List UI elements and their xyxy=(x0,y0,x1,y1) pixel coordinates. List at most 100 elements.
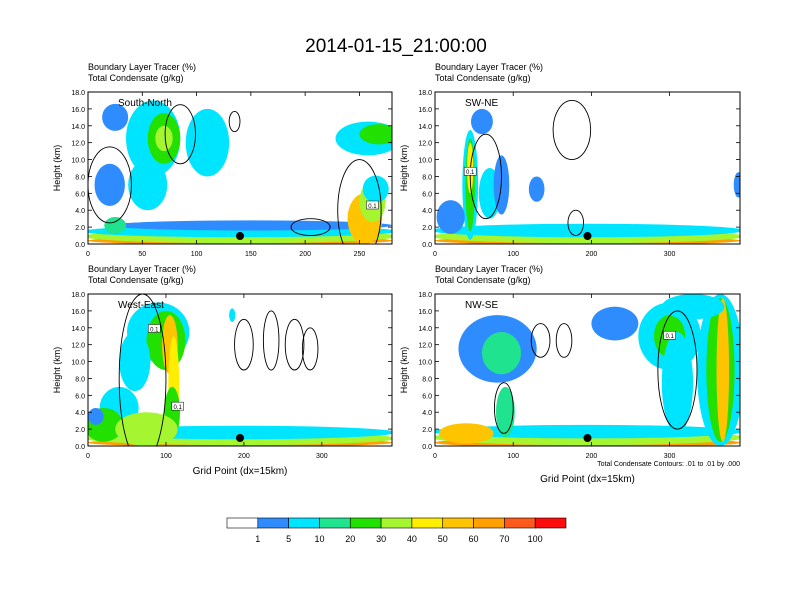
colorbar-label: 1 xyxy=(255,534,260,544)
x-tick-label: 0 xyxy=(86,453,90,460)
y-axis-label: Height (km) xyxy=(399,145,409,192)
plot-content: 0.1 0.1 xyxy=(88,294,392,446)
tracer-region xyxy=(362,175,389,203)
tracer-region xyxy=(229,308,236,322)
y-tick-label: 16.0 xyxy=(71,107,85,114)
x-tick-label: 0 xyxy=(433,453,437,460)
contour-label-box xyxy=(366,200,379,210)
tracer-region xyxy=(155,125,173,152)
condensate-contour xyxy=(118,294,167,446)
x-tick-label: 200 xyxy=(299,251,311,258)
condensate-contour xyxy=(657,310,698,430)
y-tick-label: 18.0 xyxy=(418,90,432,97)
contour-label: 0.1 xyxy=(368,204,377,210)
y-tick-label: 8.0 xyxy=(75,376,85,383)
condensate-contour xyxy=(262,310,280,371)
y-axis-label: Height (km) xyxy=(52,347,62,394)
contour-label: 0.1 xyxy=(665,334,674,340)
condensate-contour xyxy=(284,318,305,371)
tracer-region xyxy=(438,423,494,444)
colorbar-swatch xyxy=(534,517,567,529)
panel-header-condensate: Total Condensate (g/kg) xyxy=(435,275,531,285)
x-tick-label: 100 xyxy=(507,453,519,460)
plot-frame xyxy=(87,293,393,447)
y-tick-label: 18.0 xyxy=(418,292,432,299)
x-tick-label: 300 xyxy=(316,453,328,460)
contour-label: 0.1 xyxy=(173,405,182,411)
y-tick-label: 16.0 xyxy=(418,107,432,114)
contour-label-box xyxy=(148,324,161,333)
contour-label: 0.1 xyxy=(466,170,475,176)
colorbar-label: 70 xyxy=(499,534,509,544)
cross-section-label: South-North xyxy=(118,98,172,109)
y-tick-label: 4.0 xyxy=(422,208,432,215)
colorbar-swatch xyxy=(442,517,474,529)
x-tick-label: 300 xyxy=(664,251,676,258)
panel-south-north: Boundary Layer Tracer (%)Total Condensat… xyxy=(52,62,393,258)
y-tick-label: 18.0 xyxy=(71,292,85,299)
x-tick-label: 200 xyxy=(586,453,598,460)
colorbar-label: 30 xyxy=(376,534,386,544)
x-tick-label: 50 xyxy=(138,251,146,258)
y-tick-label: 2.0 xyxy=(75,427,85,434)
colorbar-swatch xyxy=(319,517,351,529)
condensate-contour xyxy=(493,382,514,434)
tracer-region xyxy=(733,172,740,198)
y-tick-label: 4.0 xyxy=(75,410,85,417)
x-tick-label: 200 xyxy=(238,453,250,460)
tracer-region xyxy=(470,108,493,135)
condensate-contour xyxy=(290,218,331,237)
colorbar-label: 40 xyxy=(407,534,417,544)
y-tick-label: 6.0 xyxy=(75,393,85,400)
y-tick-label: 14.0 xyxy=(418,326,432,333)
plot-content: 0.1 xyxy=(88,100,392,244)
tracer-region xyxy=(109,220,392,231)
colorbar: 1 5 10 20 30 40 50 60 70 100 xyxy=(226,517,567,544)
x-axis-label: Grid Point (dx=15km) xyxy=(540,474,635,485)
contour-label-box xyxy=(663,330,676,340)
y-tick-label: 6.0 xyxy=(422,191,432,198)
tracer-region xyxy=(128,159,168,211)
y-tick-label: 2.0 xyxy=(422,225,432,232)
tracer-region xyxy=(119,332,151,392)
colorbar-swatch xyxy=(504,517,536,529)
x-tick-label: 0 xyxy=(433,251,437,258)
panel-nw-se: Boundary Layer Tracer (%)Total Condensat… xyxy=(399,264,741,485)
x-tick-label: 100 xyxy=(191,251,203,258)
y-tick-label: 10.0 xyxy=(418,158,432,165)
y-tick-label: 0.0 xyxy=(422,242,432,249)
y-tick-label: 12.0 xyxy=(418,141,432,148)
condensate-contour xyxy=(337,159,382,244)
condensate-contour xyxy=(469,133,502,220)
x-tick-label: 300 xyxy=(664,453,676,460)
tracer-region xyxy=(104,216,127,234)
colorbar-label: 10 xyxy=(314,534,324,544)
tracer-region xyxy=(661,332,694,434)
tracer-region xyxy=(481,332,522,375)
colorbar-swatch xyxy=(226,517,259,529)
x-tick-label: 100 xyxy=(507,251,519,258)
colorbar-swatch xyxy=(380,517,413,529)
y-tick-label: 10.0 xyxy=(71,158,85,165)
y-tick-label: 12.0 xyxy=(71,141,85,148)
location-marker xyxy=(236,434,244,442)
tracer-region xyxy=(102,103,129,131)
figure-title: 2014-01-15_21:00:00 xyxy=(305,36,487,57)
location-marker xyxy=(583,232,592,240)
tracer-region xyxy=(661,294,725,320)
tracer-region xyxy=(115,412,178,446)
condensate-contour xyxy=(555,323,573,358)
y-tick-label: 0.0 xyxy=(422,444,432,451)
y-tick-label: 4.0 xyxy=(422,410,432,417)
y-tick-label: 10.0 xyxy=(71,360,85,367)
tracer-region xyxy=(435,223,740,238)
x-tick-label: 100 xyxy=(160,453,172,460)
y-tick-label: 8.0 xyxy=(422,174,432,181)
condensate-contour xyxy=(552,99,592,161)
y-tick-label: 14.0 xyxy=(418,124,432,131)
tracer-region xyxy=(496,386,515,438)
panel-header-condensate: Total Condensate (g/kg) xyxy=(88,275,184,285)
cross-section-label: West-East xyxy=(118,300,164,311)
panel-west-east: Boundary Layer Tracer (%)Total Condensat… xyxy=(52,264,393,477)
y-tick-label: 18.0 xyxy=(71,90,85,97)
